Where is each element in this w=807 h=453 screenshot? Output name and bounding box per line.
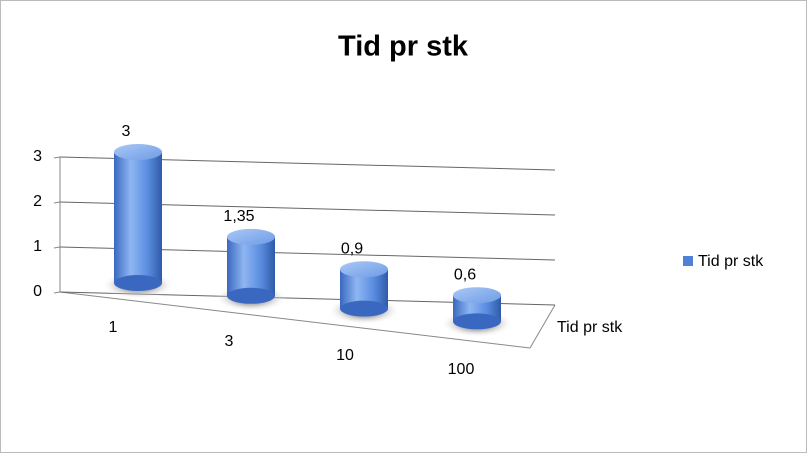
legend-swatch <box>683 256 693 266</box>
y-tick <box>53 246 61 249</box>
x-tick-label: 1 <box>109 319 118 336</box>
x-tick-label: 3 <box>225 333 234 350</box>
y-tick-label: 2 <box>33 193 42 210</box>
x-tick-label: 10 <box>336 347 354 364</box>
value-label: 1,35 <box>223 208 254 225</box>
depth-axis-label: Tid pr stk <box>557 319 623 336</box>
bar-base <box>227 287 275 304</box>
legend-label: Tid pr stk <box>698 253 764 270</box>
y-tick-label: 1 <box>33 238 42 255</box>
bar <box>114 152 162 283</box>
y-tick <box>53 156 61 159</box>
chart-title: Tid pr stk <box>338 31 469 63</box>
bar-base <box>453 313 501 330</box>
y-tick-label: 0 <box>33 283 42 300</box>
y-tick-label: 3 <box>33 148 42 165</box>
value-label: 0,6 <box>454 266 476 283</box>
bar <box>227 236 275 296</box>
y-tick <box>53 291 61 294</box>
x-axis <box>59 291 531 349</box>
bar-top <box>453 287 501 304</box>
bar-top <box>340 261 388 278</box>
bar-top <box>227 228 275 245</box>
y-tick <box>53 201 61 204</box>
bar-top <box>114 144 162 160</box>
bar-base <box>114 275 162 291</box>
x-tick-label: 100 <box>448 361 475 378</box>
value-label: 3 <box>122 123 131 140</box>
value-label: 0,9 <box>341 241 363 258</box>
depth-axis <box>529 304 556 349</box>
bar-base <box>340 300 388 317</box>
